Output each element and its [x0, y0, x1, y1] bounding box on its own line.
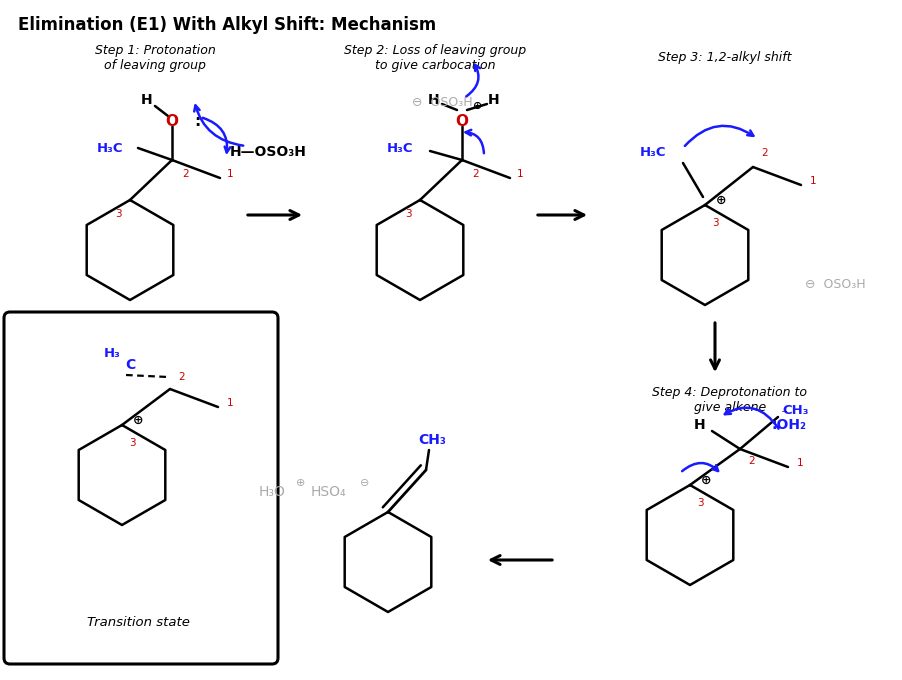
Text: C: C	[124, 358, 135, 372]
Text: Step 3: 1,2-alkyl shift: Step 3: 1,2-alkyl shift	[658, 52, 792, 65]
Text: Step 1: Protonation
of leaving group: Step 1: Protonation of leaving group	[95, 44, 216, 72]
Text: H₃C: H₃C	[97, 141, 124, 154]
Text: Step 4: Deprotonation to
give alkene: Step 4: Deprotonation to give alkene	[652, 386, 807, 414]
Text: ⊕: ⊕	[133, 413, 143, 426]
Text: 3: 3	[696, 498, 704, 508]
Text: H: H	[142, 93, 152, 107]
Text: ..: ..	[781, 403, 789, 415]
FancyBboxPatch shape	[4, 312, 278, 664]
Text: H₃C: H₃C	[640, 146, 667, 160]
Text: Elimination (E1) With Alkyl Shift: Mechanism: Elimination (E1) With Alkyl Shift: Mecha…	[18, 16, 437, 34]
Text: 3: 3	[115, 209, 121, 219]
Text: 2: 2	[183, 169, 189, 179]
Text: 3: 3	[405, 209, 411, 219]
Text: ⊖: ⊖	[360, 478, 370, 488]
Text: 3: 3	[129, 438, 135, 448]
Text: 1: 1	[226, 398, 234, 408]
Text: H: H	[695, 418, 705, 432]
Text: Transition state: Transition state	[87, 615, 189, 628]
Text: ⊖  OSO₃H: ⊖ OSO₃H	[411, 95, 473, 109]
Text: H—OSO₃H: H—OSO₃H	[230, 145, 307, 159]
Text: 1: 1	[517, 169, 523, 179]
Text: 2: 2	[473, 169, 479, 179]
Text: 2: 2	[761, 148, 769, 158]
Text: ⊖  OSO₃H: ⊖ OSO₃H	[805, 279, 865, 292]
Text: 1: 1	[810, 176, 816, 186]
Text: ⊕: ⊕	[701, 473, 712, 486]
Text: H: H	[428, 93, 440, 107]
Text: 2: 2	[749, 456, 755, 466]
Text: 1: 1	[226, 169, 234, 179]
Text: CH₃: CH₃	[418, 433, 446, 447]
Text: CH₃: CH₃	[783, 405, 809, 418]
Text: H₃: H₃	[104, 347, 121, 360]
Text: ⊕: ⊕	[716, 194, 726, 207]
Text: ⊕: ⊕	[474, 101, 483, 111]
Text: :OH₂: :OH₂	[771, 418, 806, 432]
Text: O: O	[165, 114, 179, 129]
Text: :: :	[194, 114, 200, 129]
Text: 1: 1	[796, 458, 804, 468]
Text: 3: 3	[712, 218, 718, 228]
Text: HSO₄: HSO₄	[310, 485, 345, 499]
Text: 2: 2	[179, 372, 185, 382]
Text: H₃O: H₃O	[259, 485, 285, 499]
Text: H: H	[488, 93, 500, 107]
Text: O: O	[456, 114, 468, 129]
Text: ⊕: ⊕	[297, 478, 306, 488]
Text: Step 2: Loss of leaving group
to give carbocation: Step 2: Loss of leaving group to give ca…	[344, 44, 526, 72]
Text: H₃C: H₃C	[387, 141, 413, 154]
